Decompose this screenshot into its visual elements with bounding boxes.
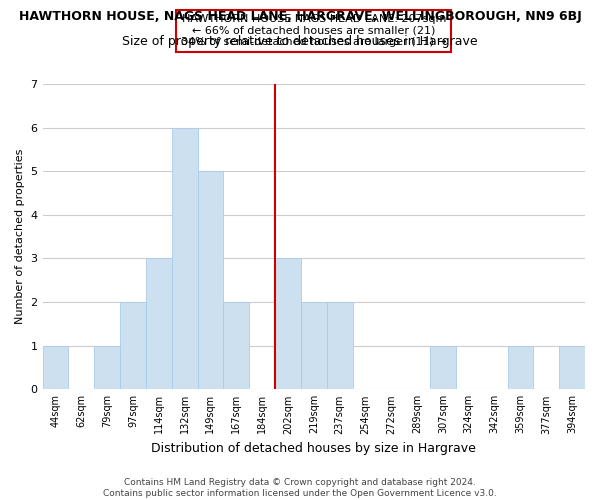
Text: Contains HM Land Registry data © Crown copyright and database right 2024.
Contai: Contains HM Land Registry data © Crown c… <box>103 478 497 498</box>
Bar <box>94 346 120 390</box>
Bar <box>508 346 533 390</box>
Bar <box>120 302 146 390</box>
Bar <box>146 258 172 390</box>
Bar <box>326 302 353 390</box>
X-axis label: Distribution of detached houses by size in Hargrave: Distribution of detached houses by size … <box>151 442 476 455</box>
Y-axis label: Number of detached properties: Number of detached properties <box>15 149 25 324</box>
Bar <box>172 128 197 390</box>
Bar <box>430 346 456 390</box>
Text: HAWTHORN HOUSE NAGS HEAD LANE: 207sqm
← 66% of detached houses are smaller (21)
: HAWTHORN HOUSE NAGS HEAD LANE: 207sqm ← … <box>181 14 446 48</box>
Bar <box>301 302 326 390</box>
Bar <box>559 346 585 390</box>
Bar <box>197 171 223 390</box>
Text: HAWTHORN HOUSE, NAGS HEAD LANE, HARGRAVE, WELLINGBOROUGH, NN9 6BJ: HAWTHORN HOUSE, NAGS HEAD LANE, HARGRAVE… <box>19 10 581 23</box>
Bar <box>43 346 68 390</box>
Bar <box>223 302 249 390</box>
Text: Size of property relative to detached houses in Hargrave: Size of property relative to detached ho… <box>122 35 478 48</box>
Bar <box>275 258 301 390</box>
